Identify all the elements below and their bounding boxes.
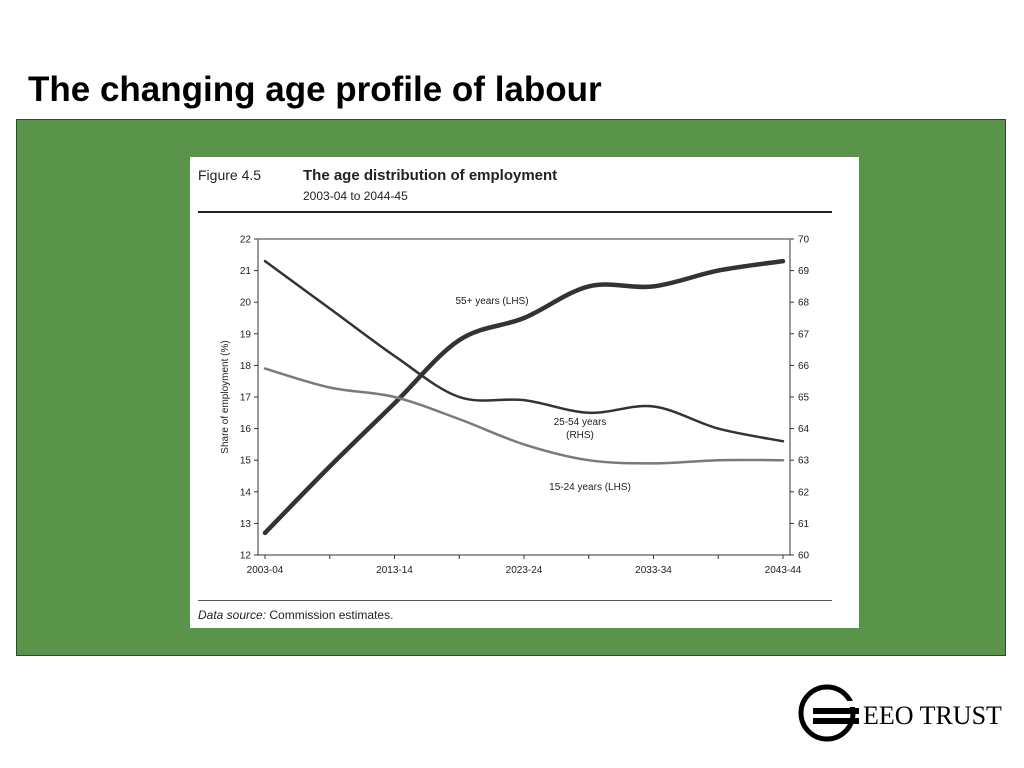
figure-title: The age distribution of employment <box>303 167 558 184</box>
right-tick-label: 68 <box>798 298 810 309</box>
left-tick-label: 12 <box>240 551 252 562</box>
left-tick-label: 21 <box>240 266 252 277</box>
figure-number: Figure 4.5 <box>198 167 262 183</box>
data-source-label: Data source: <box>198 608 267 622</box>
x-tick-label: 2023-24 <box>506 565 543 576</box>
left-tick-label: 20 <box>240 298 252 309</box>
employment-line-chart: 12 13 14 15 16 17 18 19 20 21 22 60 61 62 63 64 65 66 67 68… <box>220 235 810 577</box>
figure-subtitle: 2003-04 to 2044-45 <box>303 189 408 203</box>
slide-title: The changing age profile of labour <box>28 70 602 109</box>
data-source-note: Data source: Commission estimates. <box>198 608 393 622</box>
x-tick-label: 2013-14 <box>376 565 413 576</box>
series-annotation-label: 25-54 years <box>554 417 607 428</box>
right-tick-label: 60 <box>798 551 810 562</box>
x-tick-label: 2003-04 <box>247 565 284 576</box>
series-15-24-line <box>263 367 785 465</box>
left-tick-label: 18 <box>240 361 252 372</box>
left-tick-label: 19 <box>240 329 252 340</box>
right-tick-label: 61 <box>798 519 810 530</box>
series-55-plus-line <box>262 258 786 536</box>
series-25-54-line <box>263 259 785 443</box>
x-tick-label: 2033-34 <box>635 565 672 576</box>
x-tick-label: 2043-44 <box>765 565 802 576</box>
right-tick-label: 66 <box>798 361 810 372</box>
right-tick-label: 70 <box>798 235 810 246</box>
data-source-text: Commission estimates. <box>266 608 394 622</box>
eeo-logo-icon <box>798 684 859 742</box>
right-tick-label: 63 <box>798 456 810 467</box>
figure-card: Figure 4.5 The age distribution of emplo… <box>190 157 859 628</box>
right-tick-label: 62 <box>798 487 810 498</box>
right-tick-label: 67 <box>798 329 810 340</box>
right-tick-label: 69 <box>798 266 810 277</box>
y-axis-label: Share of employment (%) <box>220 340 231 453</box>
figure-top-rule <box>198 211 832 213</box>
left-tick-label: 17 <box>240 393 252 404</box>
series-annotation-label: 15-24 years (LHS) <box>549 482 631 493</box>
right-tick-label: 64 <box>798 424 810 435</box>
left-tick-label: 22 <box>240 235 252 246</box>
right-tick-label: 65 <box>798 393 810 404</box>
series-annotation-label: 55+ years (LHS) <box>455 296 528 307</box>
left-tick-label: 13 <box>240 519 252 530</box>
logo-text: EEO TRUST <box>863 701 1002 730</box>
left-tick-label: 15 <box>240 456 252 467</box>
eeo-trust-logo: EEO TRUST <box>797 683 1007 743</box>
left-tick-label: 16 <box>240 424 252 435</box>
series-annotation-label: (RHS) <box>566 430 594 441</box>
figure-bottom-rule <box>198 600 832 601</box>
left-tick-label: 14 <box>240 487 252 498</box>
